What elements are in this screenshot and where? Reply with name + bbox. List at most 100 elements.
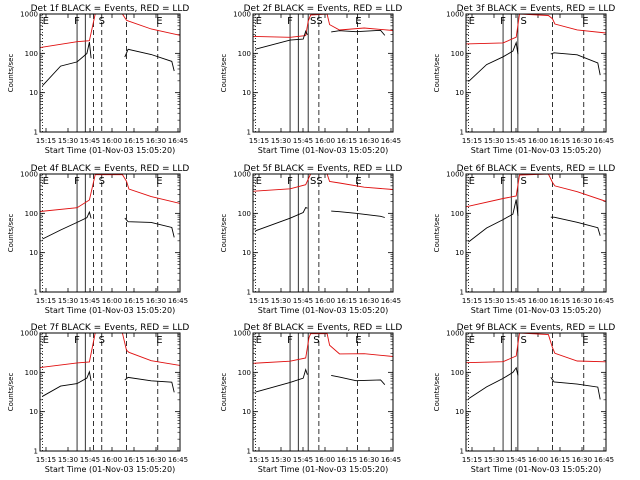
x-tick-label: 16:00 — [102, 297, 122, 305]
phase-marker-label: E — [355, 176, 361, 187]
x-tick-label: 16:00 — [315, 456, 335, 464]
x-tick-label: 16:00 — [528, 297, 548, 305]
phase-marker-label: S — [99, 335, 105, 346]
y-tick-label: 100 — [451, 369, 464, 377]
y-tick-label: 100 — [238, 369, 251, 377]
y-tick-label: 10 — [242, 249, 251, 257]
y-tick-label: 10 — [455, 89, 464, 97]
x-tick-label: 16:00 — [102, 456, 122, 464]
x-tick-label: 16:30 — [146, 137, 166, 145]
y-axis-label: Counts/sec — [433, 54, 441, 93]
phase-marker-label: E — [156, 16, 162, 27]
panel-title: Det 8f BLACK = Events, RED = LLD — [244, 323, 403, 333]
lld-series-line — [40, 174, 180, 212]
events-series-line — [255, 368, 308, 393]
phase-marker-label: F — [287, 176, 293, 187]
x-tick-label: 16:45 — [594, 137, 614, 145]
y-tick-label: 100 — [25, 50, 38, 58]
detector-panel-4: Det 4f BLACK = Events, RED = LLD Start Ti… — [7, 164, 189, 315]
y-tick-label: 1 — [460, 289, 464, 297]
lld-series-line — [466, 14, 606, 45]
phase-marker-label: E — [256, 16, 262, 27]
x-tick-label: 15:30 — [58, 456, 78, 464]
y-axis-label: Counts/sec — [220, 214, 228, 253]
y-tick-label: 1000 — [446, 330, 464, 338]
events-series-line — [468, 199, 519, 243]
x-tick-label: 16:30 — [359, 137, 379, 145]
y-tick-label: 1000 — [233, 330, 251, 338]
x-tick-label: 15:30 — [271, 456, 291, 464]
phase-marker-label: F — [287, 16, 293, 27]
detector-panel-2: Det 2f BLACK = Events, RED = LLD Start Ti… — [220, 4, 402, 155]
x-tick-label: 16:45 — [594, 297, 614, 305]
detector-panel-9: Det 9f BLACK = Events, RED = LLD Start Ti… — [433, 323, 615, 474]
x-axis-label: Start Time (01-Nov-03 15:05:20) — [471, 465, 601, 474]
lld-series-line — [466, 333, 606, 364]
panel-title: Det 7f BLACK = Events, RED = LLD — [31, 323, 190, 333]
y-tick-label: 1 — [460, 129, 464, 137]
y-tick-label: 1 — [460, 448, 464, 456]
panel-title: Det 1f BLACK = Events, RED = LLD — [31, 4, 190, 14]
x-tick-label: 16:45 — [381, 456, 401, 464]
events-series-line — [124, 217, 175, 238]
y-tick-label: 10 — [29, 408, 38, 416]
x-tick-label: 16:15 — [337, 137, 357, 145]
panel-title: Det 3f BLACK = Events, RED = LLD — [457, 4, 616, 14]
phase-marker-label: E — [43, 335, 49, 346]
x-tick-label: 16:00 — [102, 137, 122, 145]
y-tick-label: 1000 — [20, 11, 38, 19]
phase-marker-label: SS — [310, 16, 323, 27]
y-tick-label: 1 — [34, 129, 38, 137]
x-axis-label: Start Time (01-Nov-03 15:05:20) — [258, 465, 388, 474]
y-tick-label: 1000 — [233, 11, 251, 19]
phase-marker-label: F — [287, 335, 293, 346]
y-axis-label: Counts/sec — [220, 54, 228, 93]
x-tick-label: 15:45 — [80, 137, 100, 145]
y-tick-label: 1 — [34, 289, 38, 297]
x-tick-label: 16:30 — [572, 137, 592, 145]
y-axis-label: Counts/sec — [220, 373, 228, 412]
plot-frame — [39, 173, 181, 293]
plot-frame — [252, 13, 394, 133]
x-tick-label: 16:45 — [168, 456, 188, 464]
y-tick-label: 10 — [29, 249, 38, 257]
x-axis-label: Start Time (01-Nov-03 15:05:20) — [45, 306, 175, 315]
x-axis-label: Start Time (01-Nov-03 15:05:20) — [258, 306, 388, 315]
plot-frame — [252, 173, 394, 293]
x-tick-label: 16:00 — [528, 137, 548, 145]
x-tick-label: 16:15 — [550, 137, 570, 145]
x-tick-label: 16:45 — [594, 456, 614, 464]
x-tick-label: 16:30 — [359, 297, 379, 305]
events-series-line — [42, 210, 92, 240]
x-tick-label: 15:30 — [484, 456, 504, 464]
x-tick-label: 15:30 — [484, 137, 504, 145]
x-tick-label: 16:45 — [168, 137, 188, 145]
x-tick-label: 15:15 — [462, 297, 482, 305]
x-tick-label: 15:30 — [484, 297, 504, 305]
x-axis-label: Start Time (01-Nov-03 15:05:20) — [471, 146, 601, 155]
detector-panel-8: Det 8f BLACK = Events, RED = LLD Start Ti… — [220, 323, 402, 474]
x-tick-label: 15:15 — [36, 137, 56, 145]
x-tick-label: 15:45 — [293, 456, 313, 464]
y-axis-label: Counts/sec — [433, 373, 441, 412]
plot-frame — [39, 332, 181, 452]
x-tick-label: 15:45 — [506, 456, 526, 464]
y-tick-label: 100 — [25, 210, 38, 218]
y-tick-label: 1000 — [20, 171, 38, 179]
x-tick-label: 16:00 — [528, 456, 548, 464]
panel-title: Det 6f BLACK = Events, RED = LLD — [457, 164, 616, 174]
x-tick-label: 15:15 — [249, 137, 269, 145]
phase-marker-label: E — [582, 335, 588, 346]
phase-marker-label: E — [469, 335, 475, 346]
x-tick-label: 15:45 — [80, 456, 100, 464]
events-series-line — [550, 377, 601, 400]
events-series-line — [255, 207, 308, 232]
lld-series-line — [253, 174, 393, 192]
phase-marker-label: S — [520, 335, 526, 346]
x-tick-label: 15:15 — [462, 456, 482, 464]
y-tick-label: 100 — [25, 369, 38, 377]
phase-marker-label: F — [74, 335, 80, 346]
x-tick-label: 15:30 — [271, 297, 291, 305]
phase-marker-label: E — [355, 16, 361, 27]
plot-frame — [465, 332, 607, 452]
